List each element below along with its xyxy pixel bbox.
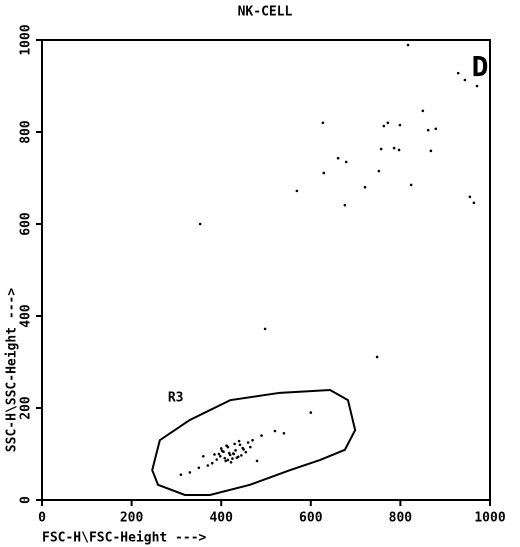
point	[392, 146, 396, 150]
point	[322, 171, 326, 175]
point	[434, 127, 438, 131]
point	[240, 454, 243, 457]
point	[260, 434, 263, 437]
y-tick-label: 200	[19, 396, 34, 420]
point	[421, 109, 425, 113]
point	[343, 203, 347, 207]
x-tick-label: 200	[120, 511, 144, 526]
point	[226, 458, 230, 462]
y-tick-label: 0	[19, 496, 34, 504]
y-tick-label: 600	[19, 212, 34, 236]
gate-label: R3	[168, 391, 184, 406]
point	[379, 147, 383, 151]
point	[188, 471, 192, 474]
point	[321, 121, 325, 125]
point	[409, 183, 413, 187]
point	[382, 124, 386, 128]
point	[398, 123, 402, 127]
point	[429, 149, 433, 153]
y-tick-label: 800	[19, 120, 34, 144]
point	[397, 148, 401, 152]
point	[238, 443, 242, 447]
point	[215, 458, 219, 461]
y-tick-label: 400	[19, 304, 34, 328]
point	[273, 429, 277, 433]
x-axis-label: FSC-H\FSC-Height --->	[42, 531, 207, 546]
x-tick-label: 800	[389, 511, 413, 526]
point	[223, 456, 227, 460]
point	[295, 189, 299, 193]
point	[282, 432, 286, 435]
point	[237, 439, 241, 443]
point	[244, 450, 248, 454]
point	[219, 455, 222, 458]
point	[386, 121, 390, 125]
y-tick-label: 1000	[19, 24, 34, 55]
point	[198, 222, 202, 226]
point	[309, 411, 313, 414]
point	[456, 71, 460, 75]
chart-title: NK-CELL	[238, 5, 293, 20]
point	[217, 452, 221, 456]
point	[241, 446, 245, 450]
point	[227, 451, 231, 455]
y-axis-label: SSC-H\SSC-Height --->	[5, 288, 20, 453]
point	[213, 453, 216, 456]
point	[179, 473, 183, 477]
point	[263, 327, 267, 331]
point	[475, 84, 479, 88]
point	[249, 445, 252, 449]
point	[336, 156, 340, 160]
point	[426, 128, 430, 132]
point	[344, 160, 348, 164]
point	[472, 201, 476, 205]
point	[246, 441, 250, 444]
point	[197, 466, 201, 470]
point	[231, 457, 234, 460]
point	[231, 452, 235, 455]
point	[219, 447, 223, 450]
point	[375, 355, 379, 359]
gate-region	[151, 389, 357, 496]
point	[406, 43, 410, 47]
point	[201, 455, 205, 458]
point	[251, 438, 254, 442]
x-tick-label: 0	[38, 511, 46, 526]
x-tick-label: 400	[209, 511, 233, 526]
point	[234, 449, 237, 452]
point	[255, 459, 259, 463]
x-tick-label: 1000	[474, 511, 505, 526]
point	[233, 442, 236, 446]
point	[463, 78, 467, 82]
x-tick-label: 600	[299, 511, 323, 526]
point	[363, 185, 367, 189]
point	[224, 459, 227, 463]
point	[468, 195, 472, 199]
panel-label: D	[472, 50, 489, 83]
point	[220, 449, 224, 453]
point	[206, 464, 210, 467]
plot-frame	[41, 39, 491, 501]
point	[210, 461, 214, 465]
point	[236, 455, 240, 459]
point	[229, 460, 233, 464]
point	[377, 169, 381, 173]
point	[225, 444, 228, 448]
